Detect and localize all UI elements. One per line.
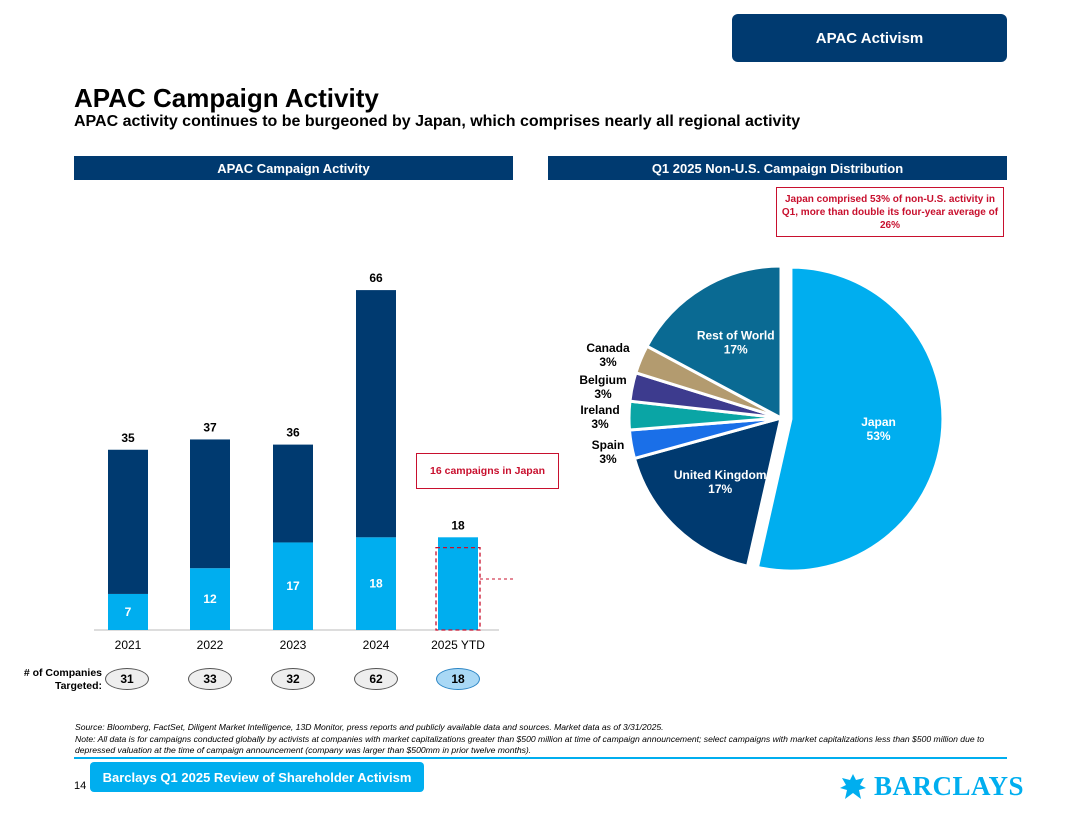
bar-segment-other [273, 444, 313, 543]
eagle-icon [840, 773, 866, 799]
bar-segment-label: 17 [286, 579, 300, 593]
barclays-logo: BARCLAYS [838, 771, 1024, 802]
x-tick-label: 2024 [363, 638, 390, 652]
apac-bar-chart: 7 35 2021 12 37 2022 17 36 2023 18 66 2024 18 2025 YT… [94, 271, 514, 652]
pie-slice [644, 264, 783, 421]
page-number: 14 [74, 780, 87, 792]
left-panel-header: APAC Campaign Activity [74, 156, 513, 180]
pie-slice [755, 265, 945, 573]
pie-category-label: Rest of World [697, 328, 775, 342]
japan-highlight-box [435, 546, 481, 631]
pie-percent-label: 3% [599, 452, 617, 466]
x-tick-label: 2023 [280, 638, 307, 652]
bar-segment-other [356, 290, 396, 538]
report-title-bar: Barclays Q1 2025 Review of Shareholder A… [90, 762, 424, 792]
footnotes: Source: Bloomberg, FactSet, Diligent Mar… [75, 722, 1010, 757]
x-tick-label: 2025 YTD [431, 638, 485, 652]
bar-segment-label: 18 [369, 577, 383, 591]
pie-percent-label: 3% [591, 417, 609, 431]
pie-percent-label: 17% [708, 482, 732, 496]
pie-category-label: Spain [592, 438, 625, 452]
companies-oval: 33 [188, 668, 232, 690]
bar-total-label: 18 [451, 518, 465, 532]
pie-category-label: Belgium [579, 373, 626, 387]
brand-wordmark: BARCLAYS [874, 771, 1025, 801]
pie-category-label: Canada [586, 341, 630, 355]
bar-segment-japan [273, 542, 313, 630]
pie-percent-label: 17% [724, 342, 748, 356]
source-note: Source: Bloomberg, FactSet, Diligent Mar… [75, 722, 664, 732]
bar-total-label: 37 [203, 420, 217, 434]
companies-oval: 62 [354, 668, 398, 690]
bar-total-label: 36 [286, 426, 300, 440]
bar-segment-japan [190, 568, 230, 630]
japan-campaigns-callout: 16 campaigns in Japan [416, 453, 559, 489]
companies-oval: 31 [105, 668, 149, 690]
pie-percent-label: 3% [599, 355, 617, 369]
section-tag: APAC Activism [732, 14, 1007, 62]
companies-targeted-label: # of Companies Targeted: [23, 667, 102, 692]
companies-oval: 32 [271, 668, 315, 690]
pie-percent-label: 3% [594, 387, 612, 401]
bar-segment-japan [108, 593, 148, 630]
bar-segment-label: 12 [203, 592, 217, 606]
bar-segment-japan [356, 537, 396, 630]
x-tick-label: 2021 [115, 638, 142, 652]
callout-connector [480, 578, 514, 580]
x-tick-label: 2022 [197, 638, 224, 652]
pie-slice [632, 415, 784, 569]
bar-segment-other [108, 449, 148, 594]
pie-category-label: United Kingdom [674, 468, 767, 482]
footer-rule [74, 757, 1007, 759]
companies-oval-highlight: 18 [436, 668, 480, 690]
bar-total-label: 66 [369, 271, 383, 285]
bar-total-label: 35 [121, 431, 135, 445]
pie-category-label: Ireland [580, 403, 619, 417]
pie-percent-label: 53% [867, 429, 891, 443]
bar-segment-other [190, 439, 230, 569]
bar-segment-japan [438, 537, 478, 630]
page-title: APAC Campaign Activity [74, 83, 379, 113]
japan-share-callout: Japan comprised 53% of non-U.S. activity… [776, 187, 1004, 237]
page-subtitle: APAC activity continues to be burgeoned … [74, 113, 801, 130]
methodology-note: Note: All data is for campaigns conducte… [75, 733, 985, 756]
bar-segment-label: 7 [125, 605, 132, 619]
pie-category-label: Japan [861, 415, 896, 429]
right-panel-header: Q1 2025 Non-U.S. Campaign Distribution [548, 156, 1007, 180]
